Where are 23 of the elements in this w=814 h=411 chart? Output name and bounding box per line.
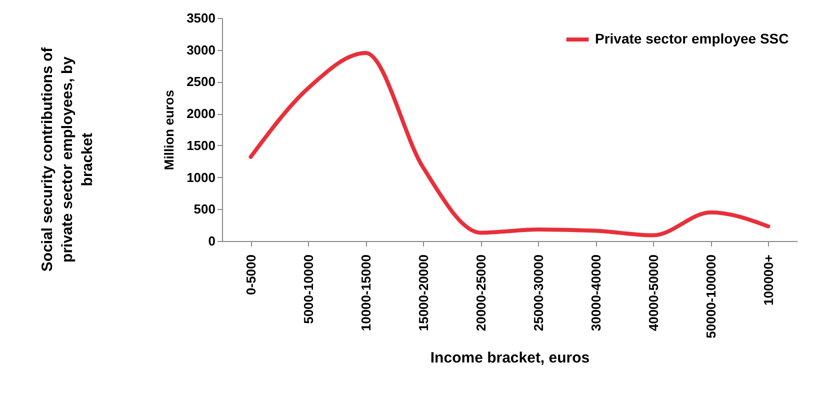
x-tick-label: 40000-50000 <box>646 254 661 332</box>
y-tick-label: 0 <box>208 234 216 248</box>
y-tick-label: 2000 <box>186 106 216 122</box>
y-tick-label: 500 <box>194 202 216 217</box>
x-tick-label: 15000-20000 <box>416 254 431 332</box>
y-tick-label: 3500 <box>186 10 216 26</box>
legend-label: Private sector employee SSC <box>595 30 789 46</box>
y-tick-label: 2500 <box>186 74 216 90</box>
line-series <box>248 51 770 238</box>
x-tick-label: 20000-25000 <box>473 254 488 332</box>
x-tick-label: 50000-100000 <box>703 254 718 338</box>
x-tick-label: 30000-40000 <box>588 254 604 332</box>
y-axis-title: Million euros <box>162 90 177 170</box>
x-axis-title: Income bracket, euros <box>430 349 590 366</box>
y-tick-label: 1500 <box>186 138 216 153</box>
x-tick-label: 100000+ <box>760 254 776 306</box>
y-tick-label: 3000 <box>186 42 216 58</box>
x-tick-label: 5000-10000 <box>300 254 316 324</box>
text: Social security contributions of private sector employees, by bracket <box>39 46 96 272</box>
x-tick-label: 0-5000 <box>243 254 258 295</box>
x-tick-label: 25000-30000 <box>530 254 546 332</box>
y-tick-label: 1000 <box>186 170 216 185</box>
x-tick-label: 10000-15000 <box>358 254 374 332</box>
